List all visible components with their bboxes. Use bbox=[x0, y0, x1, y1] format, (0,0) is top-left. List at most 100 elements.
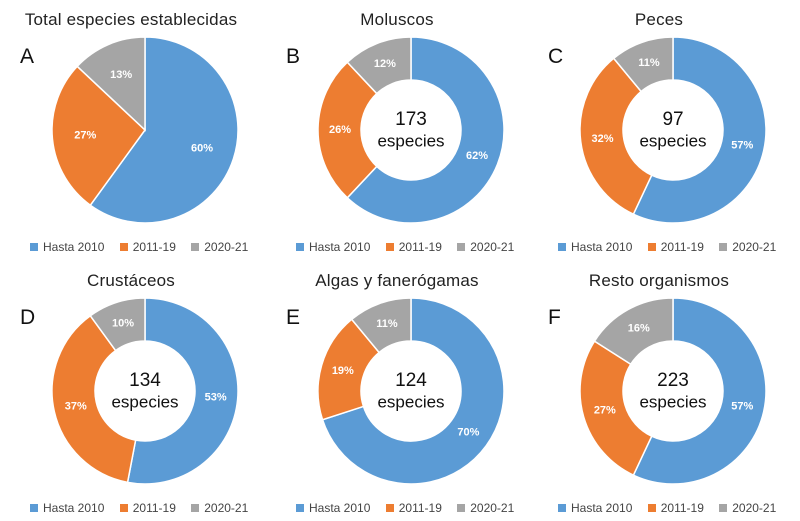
slice-data-label: 27% bbox=[74, 130, 96, 142]
chart-title: Total especies establecidas bbox=[24, 10, 238, 29]
legend-label: 2011-19 bbox=[398, 501, 442, 515]
legend-label: 2020-21 bbox=[470, 501, 515, 515]
slice-data-label: 60% bbox=[191, 142, 213, 154]
slice-data-label: 70% bbox=[457, 427, 479, 439]
slice-data-label: 57% bbox=[731, 139, 753, 151]
legend-item-2011-19: 2011-19 bbox=[647, 240, 704, 254]
legend-swatch bbox=[191, 504, 200, 512]
slice-2020-21 bbox=[89, 297, 146, 352]
legend-item-2020-21: 2020-21 bbox=[457, 501, 514, 515]
legend-item-2011-19: 2011-19 bbox=[385, 501, 442, 515]
legend-label: Hasta 2010 bbox=[309, 501, 371, 515]
slice-hasta-2010 bbox=[126, 297, 239, 485]
slice-data-label: 57% bbox=[731, 400, 753, 412]
legend-swatch bbox=[558, 243, 566, 251]
legend-swatch bbox=[385, 243, 394, 251]
legend-swatch bbox=[457, 243, 466, 251]
legend-item-2020-21: 2020-21 bbox=[719, 501, 776, 515]
legend-item-2020-21: 2020-21 bbox=[191, 240, 248, 254]
legend-label: 2011-19 bbox=[132, 501, 176, 515]
center-species-label: especies bbox=[639, 131, 706, 150]
legend-swatch bbox=[119, 504, 128, 512]
legend-item-hasta-2010: Hasta 2010 bbox=[558, 501, 632, 515]
center-species-count: 173 bbox=[395, 109, 427, 130]
legend-label: 2011-19 bbox=[660, 501, 704, 515]
center-species-count: 124 bbox=[395, 370, 427, 391]
slice-hasta-2010 bbox=[321, 297, 505, 485]
chart-title: Algas y fanerógamas bbox=[315, 271, 479, 290]
slice-data-label: 27% bbox=[594, 405, 616, 417]
slice-data-label: 53% bbox=[205, 392, 227, 404]
legend-label: Hasta 2010 bbox=[571, 240, 633, 254]
legend-item-2011-19: 2011-19 bbox=[119, 501, 176, 515]
legend-item-2011-19: 2011-19 bbox=[119, 240, 176, 254]
legend-item-2011-19: 2011-19 bbox=[385, 240, 442, 254]
center-species-count: 97 bbox=[662, 109, 683, 130]
chart-panel-b: Moluscos B 62% 26% 12% 173 especies Hasta 20… bbox=[266, 0, 528, 258]
slice-2011-19 bbox=[51, 65, 146, 207]
legend-item-2020-21: 2020-21 bbox=[719, 240, 776, 254]
legend-label: Hasta 2010 bbox=[571, 501, 633, 515]
legend-swatch bbox=[558, 504, 566, 512]
legend-item-hasta-2010: Hasta 2010 bbox=[30, 501, 104, 515]
legend-item-2011-19: 2011-19 bbox=[647, 501, 704, 515]
panel-letter: A bbox=[20, 45, 35, 68]
legend-swatch bbox=[457, 504, 466, 512]
chart-title: Moluscos bbox=[360, 10, 434, 29]
slice-hasta-2010 bbox=[632, 36, 767, 224]
slice-data-label: 13% bbox=[110, 69, 132, 81]
center-species-label: especies bbox=[377, 392, 444, 411]
slice-2020-21 bbox=[612, 36, 674, 93]
chart-legend: Hasta 2010 2011-19 2020-21 bbox=[558, 240, 788, 254]
slice-2020-21 bbox=[76, 36, 146, 132]
chart-title: Crustáceos bbox=[87, 271, 175, 290]
panel-letter: F bbox=[548, 306, 561, 329]
slice-data-label: 62% bbox=[466, 150, 488, 162]
slice-2011-19 bbox=[579, 57, 653, 216]
legend-swatch bbox=[296, 243, 304, 251]
legend-item-hasta-2010: Hasta 2010 bbox=[296, 240, 370, 254]
slice-data-label: 19% bbox=[332, 365, 354, 377]
legend-label: 2011-19 bbox=[660, 240, 704, 254]
slice-data-label: 11% bbox=[376, 318, 398, 330]
center-species-count: 134 bbox=[129, 370, 161, 391]
chart-legend: Hasta 2010 2011-19 2020-21 bbox=[558, 501, 788, 515]
slice-data-label: 16% bbox=[628, 323, 650, 335]
panel-letter: C bbox=[548, 45, 564, 68]
center-species-count: 223 bbox=[657, 370, 689, 391]
slice-data-label: 32% bbox=[592, 133, 614, 145]
legend-label: 2011-19 bbox=[398, 240, 442, 254]
pie-chart: 60% 27% 13% bbox=[51, 36, 239, 224]
chart-panel-a: Total especies establecidas A 60% 27% 13% … bbox=[0, 0, 262, 258]
slice-hasta-2010 bbox=[346, 36, 505, 224]
legend-swatch bbox=[30, 243, 38, 251]
chart-title: Resto organismos bbox=[588, 271, 730, 290]
legend-item-2020-21: 2020-21 bbox=[191, 501, 248, 515]
chart-panel-d: Crustáceos D 53% 37% 10% 134 especies Hasta … bbox=[0, 261, 262, 519]
legend-swatch bbox=[30, 504, 38, 512]
slice-2020-21 bbox=[593, 297, 674, 366]
chart-legend: Hasta 2010 2011-19 2020-21 bbox=[30, 240, 260, 254]
legend-swatch bbox=[191, 243, 200, 251]
slice-data-label: 26% bbox=[329, 124, 351, 136]
panel-letter: B bbox=[286, 45, 301, 68]
legend-swatch bbox=[385, 504, 394, 512]
legend-label: 2020-21 bbox=[470, 240, 515, 254]
chart-title: Peces bbox=[634, 10, 684, 29]
legend-swatch bbox=[719, 504, 728, 512]
center-species-label: especies bbox=[111, 392, 178, 411]
slice-2020-21 bbox=[346, 36, 412, 95]
legend-label: Hasta 2010 bbox=[309, 240, 371, 254]
legend-swatch bbox=[647, 243, 656, 251]
panel-letter: D bbox=[20, 306, 36, 329]
legend-label: 2020-21 bbox=[732, 240, 777, 254]
slice-hasta-2010 bbox=[632, 297, 767, 485]
legend-label: 2020-21 bbox=[204, 501, 249, 515]
legend-label: Hasta 2010 bbox=[43, 501, 105, 515]
slice-2011-19 bbox=[51, 314, 137, 484]
legend-label: Hasta 2010 bbox=[43, 240, 105, 254]
legend-swatch bbox=[719, 243, 728, 251]
